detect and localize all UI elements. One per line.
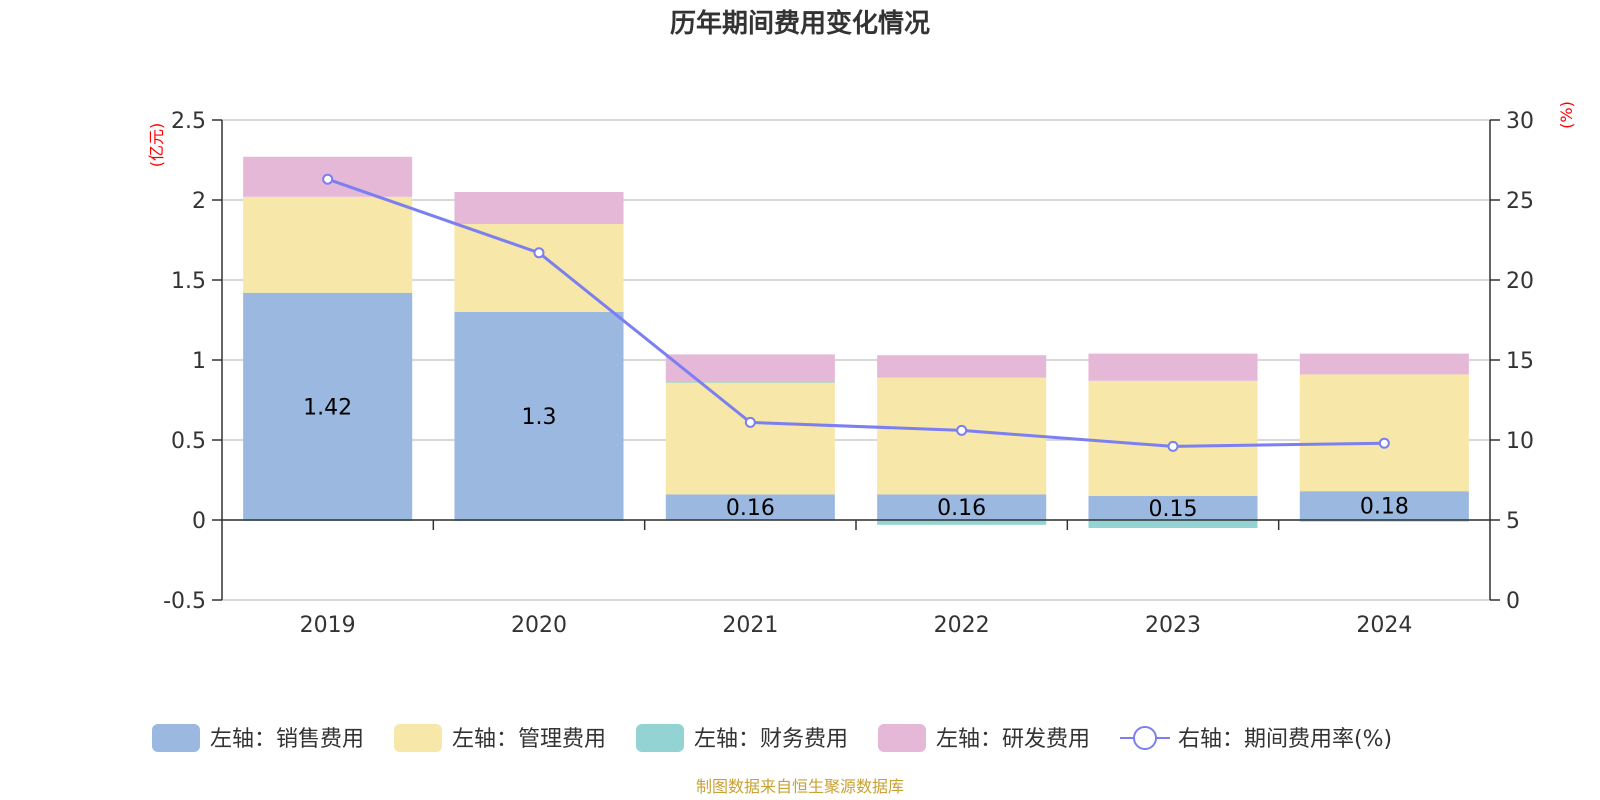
rate-line xyxy=(327,177,1385,448)
bar-segment-3-2020 xyxy=(454,192,624,224)
legend-label: 左轴：管理费用 xyxy=(452,727,606,752)
legend-swatch xyxy=(636,724,684,752)
right-tick-label: 20 xyxy=(1506,269,1534,294)
data-label: 0.15 xyxy=(1149,497,1198,522)
bar-segment-2-2022 xyxy=(877,520,1047,525)
axes: -0.5 0 0.5 1 1.5 2 2.5 0 5 10 15 20 25 30 2019 2020 2021… xyxy=(163,109,1534,638)
bar-segment-0-2021 xyxy=(665,494,835,520)
legend-swatch xyxy=(394,724,442,752)
legend-circle-icon xyxy=(1133,726,1157,750)
bar-segment-2-2024 xyxy=(1299,520,1469,522)
bar-segment-3-2022 xyxy=(877,355,1047,378)
rate-point xyxy=(956,424,968,436)
bar-segment-0-2022 xyxy=(877,494,1047,520)
bar-segment-3-2023 xyxy=(1088,353,1258,381)
rate-point xyxy=(322,173,334,185)
left-tick-label: -0.5 xyxy=(163,589,206,614)
bar-segment-0-2023 xyxy=(1088,496,1258,520)
data-labels: 1.42 1.3 0.16 0.16 0.15 0.18 xyxy=(303,395,1409,522)
x-tick-label: 2024 xyxy=(1356,613,1412,638)
rate-point xyxy=(744,416,756,428)
legend-label: 左轴：财务费用 xyxy=(694,727,848,752)
left-tick-label: 1 xyxy=(192,349,206,374)
x-tick-label: 2023 xyxy=(1145,613,1201,638)
data-label: 0.18 xyxy=(1360,495,1409,520)
data-label: 1.3 xyxy=(522,405,557,430)
bar-segment-1-2021 xyxy=(665,382,835,495)
left-tick-label: 0 xyxy=(192,509,206,534)
data-label: 0.16 xyxy=(726,496,775,521)
legend: 左轴：销售费用 左轴：管理费用 左轴：财务费用 左轴：研发费用 右轴：期间费用率(%) xyxy=(152,724,1392,752)
legend-label: 左轴：销售费用 xyxy=(210,727,364,752)
bar-segment-1-2023 xyxy=(1088,380,1258,496)
data-label: 0.16 xyxy=(937,496,986,521)
legend-swatch xyxy=(878,724,926,752)
left-tick-label: 0.5 xyxy=(171,429,206,454)
left-tick-label: 2.5 xyxy=(171,109,206,134)
right-tick-label: 10 xyxy=(1506,429,1534,454)
rate-line-layer xyxy=(322,173,1390,452)
right-axis-unit: (%) xyxy=(1557,101,1576,129)
rate-point xyxy=(533,247,545,259)
bar-segment-0-2019 xyxy=(243,292,413,520)
bar-segment-0-2020 xyxy=(454,312,624,520)
rate-point xyxy=(1167,440,1179,452)
right-tick-label: 5 xyxy=(1506,509,1520,534)
x-tick-label: 2022 xyxy=(934,613,990,638)
bar-segment-2-2021 xyxy=(665,381,835,383)
bar-layer xyxy=(243,156,1469,528)
right-tick-label: 25 xyxy=(1506,189,1534,214)
x-tick-label: 2020 xyxy=(511,613,567,638)
source-note: 制图数据来自恒生聚源数据库 xyxy=(696,777,904,796)
x-tick-label: 2019 xyxy=(300,613,356,638)
left-tick-label: 1.5 xyxy=(171,269,206,294)
left-axis-unit: (亿元) xyxy=(147,123,166,168)
right-tick-label: 15 xyxy=(1506,349,1534,374)
bar-segment-1-2019 xyxy=(243,196,413,293)
bar-segment-1-2024 xyxy=(1299,374,1469,492)
x-tick-label: 2021 xyxy=(722,613,778,638)
bar-segment-0-2024 xyxy=(1299,491,1469,520)
legend-label: 左轴：研发费用 xyxy=(936,727,1090,752)
bar-segment-3-2024 xyxy=(1299,353,1469,375)
right-tick-label: 30 xyxy=(1506,109,1534,134)
data-label: 1.42 xyxy=(303,395,352,420)
chart-title: 历年期间费用变化情况 xyxy=(670,8,930,39)
bar-segment-3-2021 xyxy=(665,354,835,382)
legend-swatch xyxy=(152,724,200,752)
rate-point xyxy=(1378,437,1390,449)
bar-segment-2-2023 xyxy=(1088,520,1258,528)
right-tick-label: 0 xyxy=(1506,589,1520,614)
legend-label: 右轴：期间费用率(%) xyxy=(1178,727,1392,752)
left-tick-label: 2 xyxy=(192,189,206,214)
